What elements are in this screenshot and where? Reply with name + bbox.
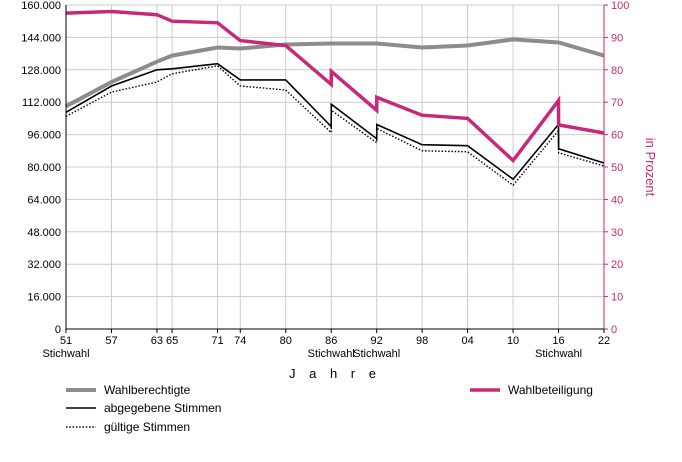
y2-tick-label: 80 [611, 65, 623, 77]
y-tick-label: 32.000 [27, 259, 61, 271]
y2-tick-label: 70 [611, 97, 623, 109]
legend-label: abgegebene Stimmen [104, 401, 221, 415]
y2-tick-label: 40 [611, 194, 623, 206]
y2-tick-label: 30 [611, 227, 623, 239]
series-lines [65, 9, 605, 187]
series-line-g-ltige-stimmen [65, 65, 605, 187]
x-tick-sublabel: Stichwahl [535, 348, 582, 360]
y2-axis-title: in Prozent [643, 138, 658, 197]
y-tick-label: 128.000 [21, 65, 61, 77]
x-tick-label: 51 [60, 335, 72, 347]
x-tick-sublabel: Stichwahl [42, 348, 89, 360]
y-tick-label: 96.000 [27, 130, 61, 142]
x-tick-sublabel: Stichwahl [353, 348, 400, 360]
x-tick-label: 10 [507, 335, 519, 347]
series-line-abgegebene-stimmen [65, 62, 605, 181]
x-tick-label: 86 [325, 335, 337, 347]
y-tick-label: 0 [55, 324, 61, 336]
legend-label: Wahlbeteiligung [508, 383, 593, 397]
x-tick-label: 71 [211, 335, 223, 347]
y-tick-label: 64.000 [27, 194, 61, 206]
y2-tick-label: 20 [611, 259, 623, 271]
series-line-wahlbeteiligung [65, 9, 605, 164]
series-line-wahlberechtigte [65, 37, 605, 109]
legend: Wahlberechtigte abgegebene Stimmen gültige… [66, 383, 593, 434]
x-axis-title: J a h r e [289, 366, 381, 381]
y2-tick-label: 90 [611, 32, 623, 44]
legend-label: Wahlberechtigte [104, 383, 191, 397]
x-tick-label: 74 [234, 335, 246, 347]
y2-axis-tick-labels: 0 10 20 30 40 50 60 70 80 90 100 [611, 0, 629, 336]
y-tick-label: 48.000 [27, 227, 61, 239]
x-tick-label: 04 [461, 335, 473, 347]
y2-tick-label: 50 [611, 162, 623, 174]
y2-tick-label: 10 [611, 292, 623, 304]
y-tick-label: 80.000 [27, 162, 61, 174]
x-tick-label: 80 [280, 335, 292, 347]
y-axis-tick-labels: 0 16.000 32.000 48.000 64.000 80.000 96.000 112… [21, 0, 61, 336]
x-tick-label: 63 [151, 335, 163, 347]
x-tick-sublabel: Stichwahl [308, 348, 355, 360]
y-tick-label: 160.000 [21, 0, 61, 12]
y-tick-label: 16.000 [27, 292, 61, 304]
axes [65, 4, 608, 333]
x-tick-label: 98 [416, 335, 428, 347]
x-tick-label: 57 [105, 335, 117, 347]
x-tick-label: 22 [598, 335, 610, 347]
x-tick-label: 92 [371, 335, 383, 347]
x-tick-label: 16 [552, 335, 564, 347]
y-tick-label: 112.000 [22, 97, 61, 109]
y2-tick-label: 0 [611, 324, 617, 336]
y2-tick-label: 60 [611, 130, 623, 142]
x-tick-label: 65 [166, 335, 178, 347]
legend-label: gültige Stimmen [104, 420, 190, 434]
y2-tick-label: 100 [611, 0, 629, 12]
y-tick-label: 144.000 [21, 32, 61, 44]
